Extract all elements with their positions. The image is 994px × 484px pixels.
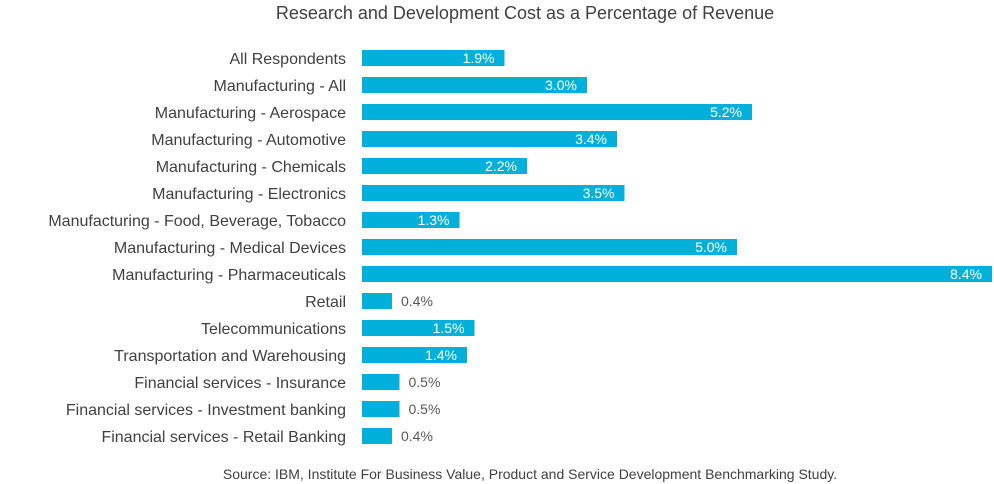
value-label: 3.0% [545,77,577,93]
bars-group: All Respondents 1.9% Manufacturing - All 3.… [48,50,992,446]
bar [362,374,400,390]
bar [362,320,475,336]
category-label: Manufacturing - Chemicals [156,159,346,176]
value-label: 5.0% [695,239,727,255]
bar [362,347,467,363]
category-label: Financial services - Insurance [134,375,346,392]
value-label: 0.5% [409,401,441,417]
value-label: 1.9% [463,50,495,66]
value-label: 1.5% [433,320,465,336]
bar [362,50,505,66]
category-label: All Respondents [229,51,346,68]
value-label: 0.5% [409,374,441,390]
value-label: 0.4% [401,293,433,309]
category-label: Manufacturing - Food, Beverage, Tobacco [48,213,346,230]
bar [362,185,625,201]
value-label: 5.2% [710,104,742,120]
category-label: Manufacturing - Medical Devices [114,240,346,257]
category-label: Manufacturing - Electronics [152,186,346,203]
value-label: 8.4% [950,266,982,282]
chart-source: Source: IBM, Institute For Business Valu… [223,466,837,482]
chart-title: Research and Development Cost as a Perce… [276,3,774,23]
bar [362,212,460,228]
bar [362,266,992,282]
category-label: Retail [305,294,346,311]
bar [362,131,617,147]
category-label: Manufacturing - Automotive [151,132,346,149]
bar [362,158,527,174]
category-label: Transportation and Warehousing [114,348,346,365]
category-label: Manufacturing - Pharmaceuticals [112,267,346,284]
value-label: 0.4% [401,428,433,444]
bar [362,401,400,417]
value-label: 2.2% [485,158,517,174]
bar [362,428,392,444]
category-label: Manufacturing - All [213,78,346,95]
category-label: Telecommunications [201,321,346,338]
category-label: Financial services - Retail Banking [101,429,346,446]
value-label: 3.4% [575,131,607,147]
category-label: Financial services - Investment banking [66,402,346,419]
value-label: 1.3% [418,212,450,228]
category-label: Manufacturing - Aerospace [155,105,346,122]
bar [362,293,392,309]
value-label: 1.4% [425,347,457,363]
bar [362,77,587,93]
bar [362,239,737,255]
bar [362,104,752,120]
value-label: 3.5% [583,185,615,201]
